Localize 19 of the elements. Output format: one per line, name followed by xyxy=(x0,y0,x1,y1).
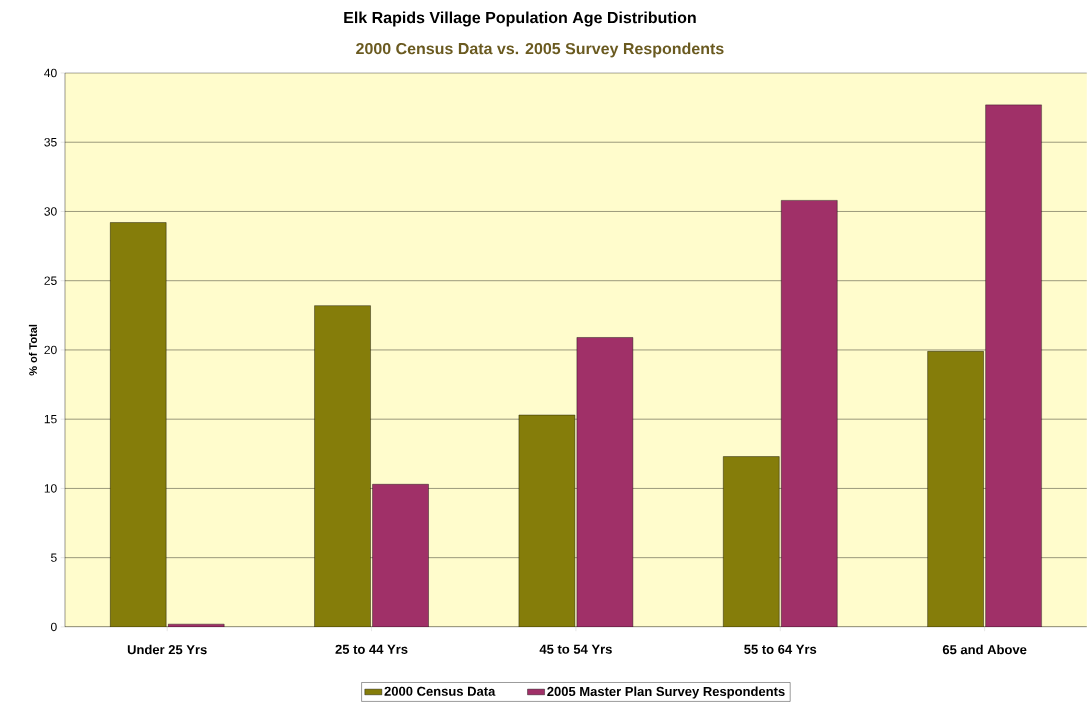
x-tick-label: Under 25 Yrs xyxy=(127,644,207,655)
y-tick-label: 15 xyxy=(44,415,57,424)
x-tick-label: 55 to 64 Yrs xyxy=(744,644,817,654)
y-tick-label: 30 xyxy=(44,207,57,216)
legend-label: 2000 Census Data xyxy=(384,686,496,696)
y-tick-label: 40 xyxy=(44,68,57,78)
y-tick-label: 0 xyxy=(50,622,57,632)
y-tick-label: 10 xyxy=(44,484,57,493)
chart-title: Elk Rapids Village Population Age Distribution xyxy=(344,11,696,27)
x-tick-label: 65 and Above xyxy=(942,644,1027,655)
legend-label: 2005 Master Plan Survey Respondents xyxy=(547,686,785,699)
y-axis-title: % of Total xyxy=(28,324,37,376)
y-tick-label: 25 xyxy=(44,276,57,285)
x-tick-label: 25 to 44 Yrs xyxy=(335,644,408,654)
y-tick-label: 5 xyxy=(51,553,57,562)
y-tick-label: 20 xyxy=(44,345,57,355)
y-tick-label: 35 xyxy=(44,138,57,147)
x-tick-label: 45 to 54 Yrs xyxy=(539,644,612,654)
chart-subtitle: 2000 Census Data vs. 2005 Survey Respondents xyxy=(356,42,724,58)
